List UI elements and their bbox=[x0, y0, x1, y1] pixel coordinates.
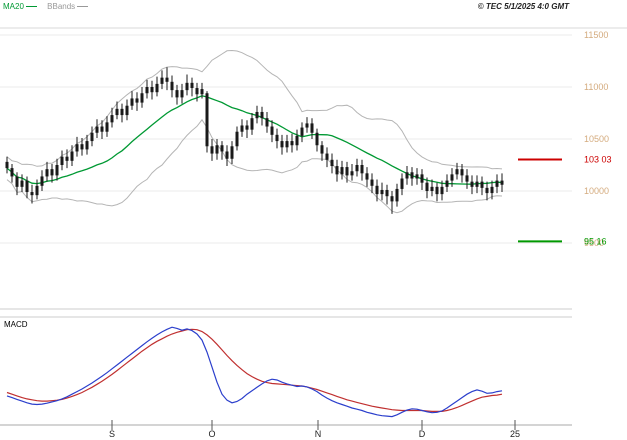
price-tick-label: 11500 bbox=[584, 30, 608, 40]
grid-layer bbox=[0, 27, 627, 318]
price-tick-label: 9500 bbox=[584, 238, 604, 248]
alert-level-label: 103 03 bbox=[584, 154, 612, 164]
bbands-upper-line bbox=[6, 49, 503, 170]
macd-lines bbox=[6, 326, 503, 418]
ma20-line-swatch-icon bbox=[25, 6, 37, 8]
price-tick-label: 10000 bbox=[584, 186, 609, 196]
x-axis: S O N D 25 bbox=[0, 420, 572, 439]
legend-item-ma20: MA20 bbox=[3, 2, 37, 11]
price-axis-labels: 11500 11000 10500 10000 9500 bbox=[584, 30, 609, 248]
month-tick-label: S bbox=[109, 429, 115, 439]
candles-layer bbox=[5, 67, 504, 214]
ma20-line bbox=[6, 95, 503, 185]
price-tick-label: 10500 bbox=[584, 134, 609, 144]
legend-item-bbands: BBands bbox=[47, 2, 89, 11]
macd-panel-label: MACD bbox=[4, 320, 28, 329]
month-tick-label: O bbox=[208, 429, 215, 439]
chart-legend: MA20 BBands bbox=[3, 2, 96, 12]
month-tick-label: N bbox=[315, 429, 322, 439]
macd-signal-line bbox=[6, 328, 503, 412]
price-tick-label: 11000 bbox=[584, 82, 608, 92]
bollinger-bands bbox=[6, 49, 503, 214]
copyright-text: © TEC 5/1/2025 4:0 GMT bbox=[477, 2, 569, 11]
bbands-line-swatch-icon bbox=[77, 6, 89, 8]
bbands-lower-line bbox=[6, 118, 503, 214]
month-tick-label: D bbox=[419, 429, 426, 439]
alert-level-label: 95 16 bbox=[584, 236, 607, 246]
legend-bbands-label: BBands bbox=[47, 2, 76, 11]
level-lines: 103 03 95 16 bbox=[518, 154, 612, 246]
legend-ma20-label: MA20 bbox=[3, 2, 24, 11]
macd-main-line bbox=[6, 326, 503, 418]
month-tick-label: 25 bbox=[510, 429, 520, 439]
